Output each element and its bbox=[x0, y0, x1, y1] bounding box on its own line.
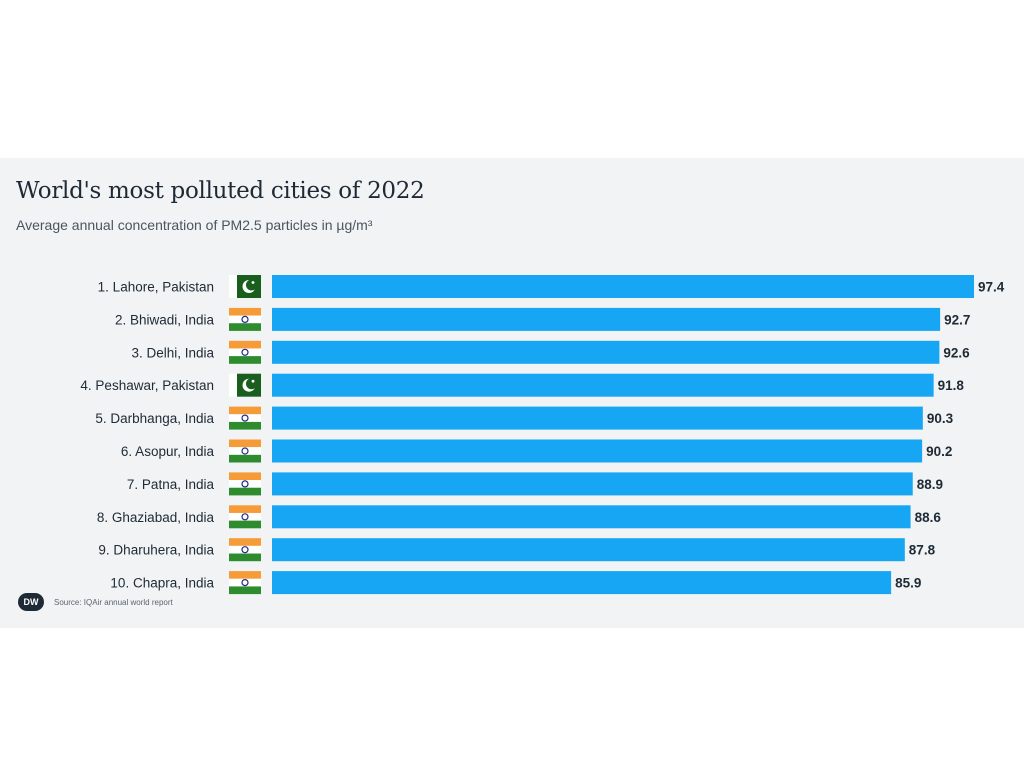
value-label: 90.2 bbox=[926, 444, 952, 459]
bar bbox=[272, 439, 923, 463]
dw-logo: DW bbox=[18, 593, 44, 611]
value-label: 92.7 bbox=[944, 312, 970, 327]
india-flag-icon bbox=[229, 307, 261, 331]
bar bbox=[272, 406, 923, 430]
chart-footer: DW Source: IQAir annual world report bbox=[18, 592, 173, 612]
bar bbox=[272, 538, 905, 562]
category-label: 5. Darbhanga, India bbox=[95, 411, 214, 426]
bar bbox=[272, 472, 913, 496]
value-label: 85.9 bbox=[895, 576, 921, 591]
india-flag-icon bbox=[229, 406, 261, 430]
category-label: 3. Delhi, India bbox=[131, 345, 214, 360]
category-label: 7. Patna, India bbox=[127, 477, 215, 492]
value-label: 91.8 bbox=[938, 378, 965, 393]
category-label: 10. Chapra, India bbox=[110, 576, 214, 591]
bar bbox=[272, 307, 941, 331]
bar bbox=[272, 505, 911, 529]
india-flag-icon bbox=[229, 538, 261, 562]
chart-title: World's most polluted cities of 2022 bbox=[16, 178, 425, 204]
bar bbox=[272, 340, 940, 364]
bar bbox=[272, 275, 974, 298]
value-label: 88.9 bbox=[917, 477, 943, 492]
value-label: 88.6 bbox=[915, 510, 942, 525]
bar bbox=[272, 373, 934, 397]
value-label: 92.6 bbox=[943, 345, 970, 360]
value-label: 90.3 bbox=[927, 411, 954, 426]
india-flag-icon bbox=[229, 505, 261, 529]
source-note: Source: IQAir annual world report bbox=[54, 597, 173, 607]
pakistan-flag-icon bbox=[229, 275, 261, 298]
value-label: 87.8 bbox=[909, 543, 936, 558]
value-label: 97.4 bbox=[978, 280, 1005, 295]
category-label: 8. Ghaziabad, India bbox=[97, 510, 215, 525]
category-label: 4. Peshawar, Pakistan bbox=[80, 378, 214, 393]
india-flag-icon bbox=[229, 439, 261, 463]
category-label: 9. Dharuhera, India bbox=[98, 543, 214, 558]
india-flag-icon bbox=[229, 340, 261, 364]
india-flag-icon bbox=[229, 571, 261, 595]
pakistan-flag-icon bbox=[229, 373, 261, 397]
bar bbox=[272, 571, 892, 595]
category-label: 6. Asopur, India bbox=[121, 444, 215, 459]
chart-subtitle: Average annual concentration of PM2.5 pa… bbox=[16, 217, 373, 233]
india-flag-icon bbox=[229, 472, 261, 496]
category-label: 2. Bhiwadi, India bbox=[115, 312, 215, 327]
category-label: 1. Lahore, Pakistan bbox=[98, 280, 214, 295]
